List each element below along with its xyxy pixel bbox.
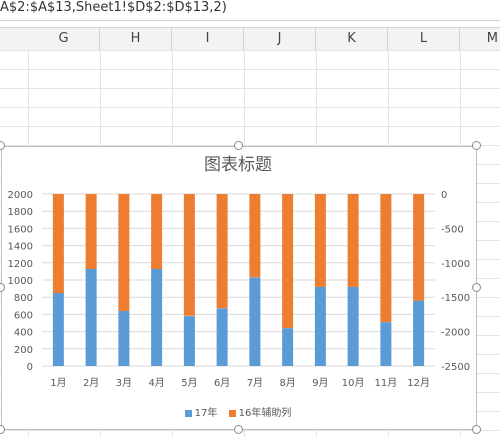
y-axis-left-tick-label: 600: [14, 310, 33, 321]
y-axis-right-tick-label: -500: [441, 224, 464, 235]
x-axis-tick-label: 12月: [407, 377, 430, 389]
column-header-l[interactable]: L: [388, 28, 460, 50]
column-header-j[interactable]: J: [244, 28, 316, 50]
resize-handle-top-right[interactable]: [472, 141, 481, 150]
bar-17-6月: [216, 308, 228, 366]
legend-item-16[interactable]: 16年辅助列: [228, 404, 292, 419]
bar-16-9月: [314, 194, 326, 287]
bar-16-3月: [118, 194, 130, 311]
bar-16-6月: [216, 194, 228, 309]
resize-handle-right[interactable]: [472, 283, 481, 292]
bar-16-1月: [52, 194, 64, 294]
formula-text: A$2:$A$13,Sheet1!$D$2:$D$13,2): [0, 0, 227, 15]
x-axis-tick-label: 7月: [247, 377, 263, 389]
x-axis-tick-label: 11月: [375, 377, 398, 389]
y-axis-right-tick-label: 0: [441, 190, 447, 201]
y-axis-left-tick-label: 800: [14, 293, 33, 304]
bar-16-8月: [282, 194, 294, 329]
x-axis-tick-label: 3月: [116, 377, 132, 389]
x-axis-tick-label: 6月: [214, 377, 230, 389]
bar-17-12月: [413, 300, 425, 366]
x-axis-tick-label: 9月: [312, 377, 328, 389]
legend-label-16: 16年辅助列: [238, 408, 292, 419]
column-header-h[interactable]: H: [100, 28, 172, 50]
bar-16-11月: [380, 194, 392, 322]
x-axis-tick-label: 5月: [181, 377, 197, 389]
y-axis-left-tick-label: 400: [14, 328, 33, 339]
bar-17-3月: [118, 310, 130, 366]
bar-17-5月: [183, 316, 195, 366]
y-axis-right-tick-label: -1000: [441, 259, 470, 270]
column-header-k[interactable]: K: [316, 28, 388, 50]
y-axis-left-tick-label: 200: [14, 345, 33, 356]
resize-handle-top-left[interactable]: [0, 141, 5, 150]
chart-title[interactable]: 图表标题: [204, 155, 272, 175]
bar-16-4月: [151, 194, 163, 269]
resize-handle-top[interactable]: [234, 141, 243, 150]
y-axis-right-tick-label: -2000: [441, 328, 470, 339]
x-axis-tick-label: 1月: [50, 377, 66, 389]
y-axis-left-tick-label: 1000: [8, 276, 33, 287]
x-axis-tick-label: 10月: [342, 377, 365, 389]
y-axis-left-tick-label: 1200: [8, 259, 33, 270]
column-header-g[interactable]: G: [28, 28, 100, 50]
chart-legend[interactable]: 17年 16年辅助列: [0, 404, 476, 419]
bar-17-1月: [52, 291, 64, 366]
column-header-m[interactable]: M: [486, 31, 498, 46]
bar-17-2月: [85, 267, 97, 366]
resize-handle-left[interactable]: [0, 283, 5, 292]
y-axis-left-tick-label: 1800: [8, 207, 33, 218]
legend-swatch-17: [184, 409, 192, 417]
resize-handle-bottom-right[interactable]: [472, 425, 481, 434]
bar-16-7月: [249, 194, 261, 278]
legend-item-17[interactable]: 17年: [184, 404, 218, 419]
formula-bar[interactable]: A$2:$A$13,Sheet1!$D$2:$D$13,2): [0, 0, 500, 21]
legend-label-17: 17年: [194, 408, 218, 419]
bar-17-7月: [249, 277, 261, 366]
x-axis-tick-label: 2月: [83, 377, 99, 389]
y-axis-left-tick-label: 0: [27, 362, 33, 373]
x-axis-tick-label: 4月: [148, 377, 164, 389]
chart-area[interactable]: [1, 146, 477, 430]
x-axis-tick-label: 8月: [279, 377, 295, 389]
y-axis-left-tick-label: 1400: [8, 242, 33, 253]
column-header-i[interactable]: I: [172, 28, 244, 50]
y-axis-left-tick-label: 1600: [8, 224, 33, 235]
bar-16-10月: [347, 194, 359, 287]
bar-16-2月: [85, 194, 97, 269]
bar-17-8月: [282, 328, 294, 366]
legend-swatch-16: [228, 409, 236, 417]
bar-17-4月: [151, 267, 163, 366]
resize-handle-bottom-left[interactable]: [0, 425, 5, 434]
resize-handle-bottom[interactable]: [234, 425, 243, 434]
bar-16-5月: [183, 194, 195, 316]
y-axis-left-tick-label: 2000: [8, 190, 33, 201]
bar-16-12月: [413, 194, 425, 301]
bar-17-10月: [347, 286, 359, 366]
y-axis-right-tick-label: -2500: [441, 362, 470, 373]
column-header-row: G H I J K L M: [0, 27, 500, 51]
y-axis-right-tick-label: -1500: [441, 293, 470, 304]
bar-17-11月: [380, 322, 392, 366]
bar-17-9月: [314, 286, 326, 366]
